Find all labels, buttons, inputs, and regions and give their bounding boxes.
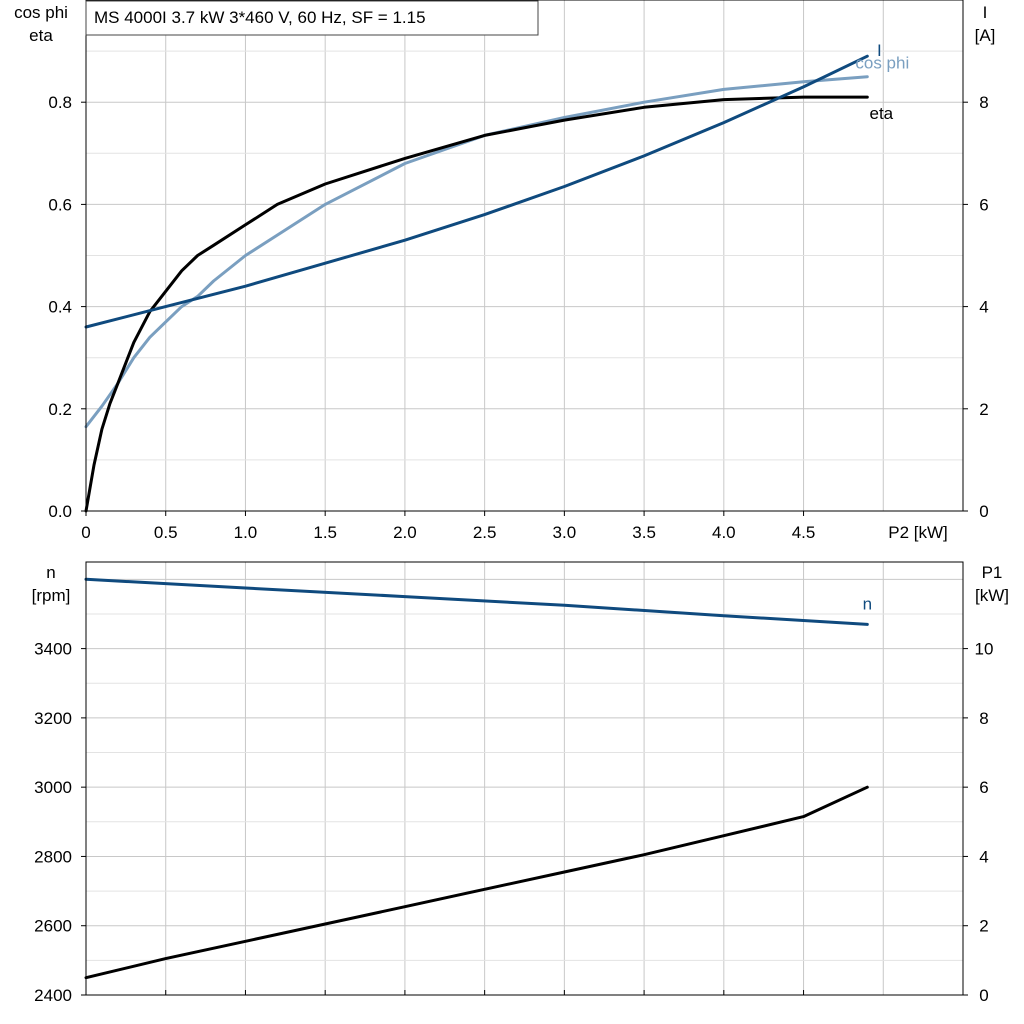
series-label-eta: eta [870,104,894,123]
left-tick-label: 0.6 [48,195,72,214]
right-tick-label: 2 [979,917,988,936]
left-tick-label: 3400 [34,640,72,659]
x-tick-label: 1.0 [234,523,258,542]
left-axis-title: [rpm] [32,586,71,605]
chart-title: MS 4000I 3.7 kW 3*460 V, 60 Hz, SF = 1.1… [94,8,426,27]
bottom-series-p1-line [84,785,869,980]
x-tick-label: 3.0 [553,523,577,542]
top-panel-frame [85,0,964,512]
left-tick-label: 3200 [34,709,72,728]
top-series-i-line [84,54,869,329]
x-tick-label: 3.5 [632,523,656,542]
right-axis-title: I [983,3,988,22]
left-tick-label: 0.8 [48,93,72,112]
left-tick-label: 0.4 [48,298,72,317]
series-label-cos-phi: cos phi [855,54,909,73]
x-tick-label: 0 [81,523,90,542]
right-tick-label: 6 [979,195,988,214]
left-axis-title: n [46,563,55,582]
right-tick-label: 10 [975,640,994,659]
left-tick-label: 0.2 [48,400,72,419]
right-axis-title: P1 [982,563,1003,582]
x-tick-label: 4.0 [712,523,736,542]
top-series-eta-line [84,95,869,513]
top-series-cos-phi-line [84,75,869,429]
right-tick-label: 4 [979,847,988,866]
tick-layer: 0 0.5 1.0 1.5 2.0 2.5 3.0 3.5 4.0 4.5 0.0 0.2 0.4 0.6… [34,93,993,1005]
right-tick-label: 6 [979,778,988,797]
bottom-panel-grid [85,562,964,995]
left-tick-label: 2800 [34,847,72,866]
left-axis-title: eta [29,26,53,45]
right-tick-label: 8 [979,709,988,728]
right-axis-title: [kW] [975,586,1009,605]
right-tick-label: 0 [979,502,988,521]
x-tick-label: 1.5 [313,523,337,542]
x-tick-label: 4.5 [792,523,816,542]
chart-title-box: MS 4000I 3.7 kW 3*460 V, 60 Hz, SF = 1.1… [85,0,539,36]
x-axis-title: P2 [kW] [888,523,948,542]
x-tick-label: 2.0 [393,523,417,542]
left-tick-label: 2600 [34,917,72,936]
right-axis-title: [A] [975,26,996,45]
x-tick-label: 2.5 [473,523,497,542]
left-axis-title: cos phi [14,3,68,22]
left-tick-label: 3000 [34,778,72,797]
x-tick-label: 0.5 [154,523,178,542]
bottom-series-n-line [84,577,869,626]
series-layer [84,54,869,980]
series-label-i: I [877,41,882,60]
top-panel-grid [85,0,964,511]
bottom-panel-frame [85,561,964,996]
right-tick-label: 0 [979,986,988,1005]
left-tick-label: 0.0 [48,502,72,521]
right-tick-label: 2 [979,400,988,419]
left-tick-label: 2400 [34,986,72,1005]
right-tick-label: 4 [979,298,988,317]
right-tick-label: 8 [979,93,988,112]
series-label-n: n [863,594,872,613]
